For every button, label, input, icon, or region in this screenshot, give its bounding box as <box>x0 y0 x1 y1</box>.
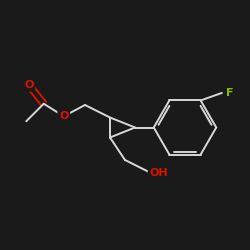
Text: O: O <box>59 111 69 121</box>
Text: OH: OH <box>150 168 168 177</box>
Text: F: F <box>226 88 233 98</box>
Text: O: O <box>24 80 34 90</box>
